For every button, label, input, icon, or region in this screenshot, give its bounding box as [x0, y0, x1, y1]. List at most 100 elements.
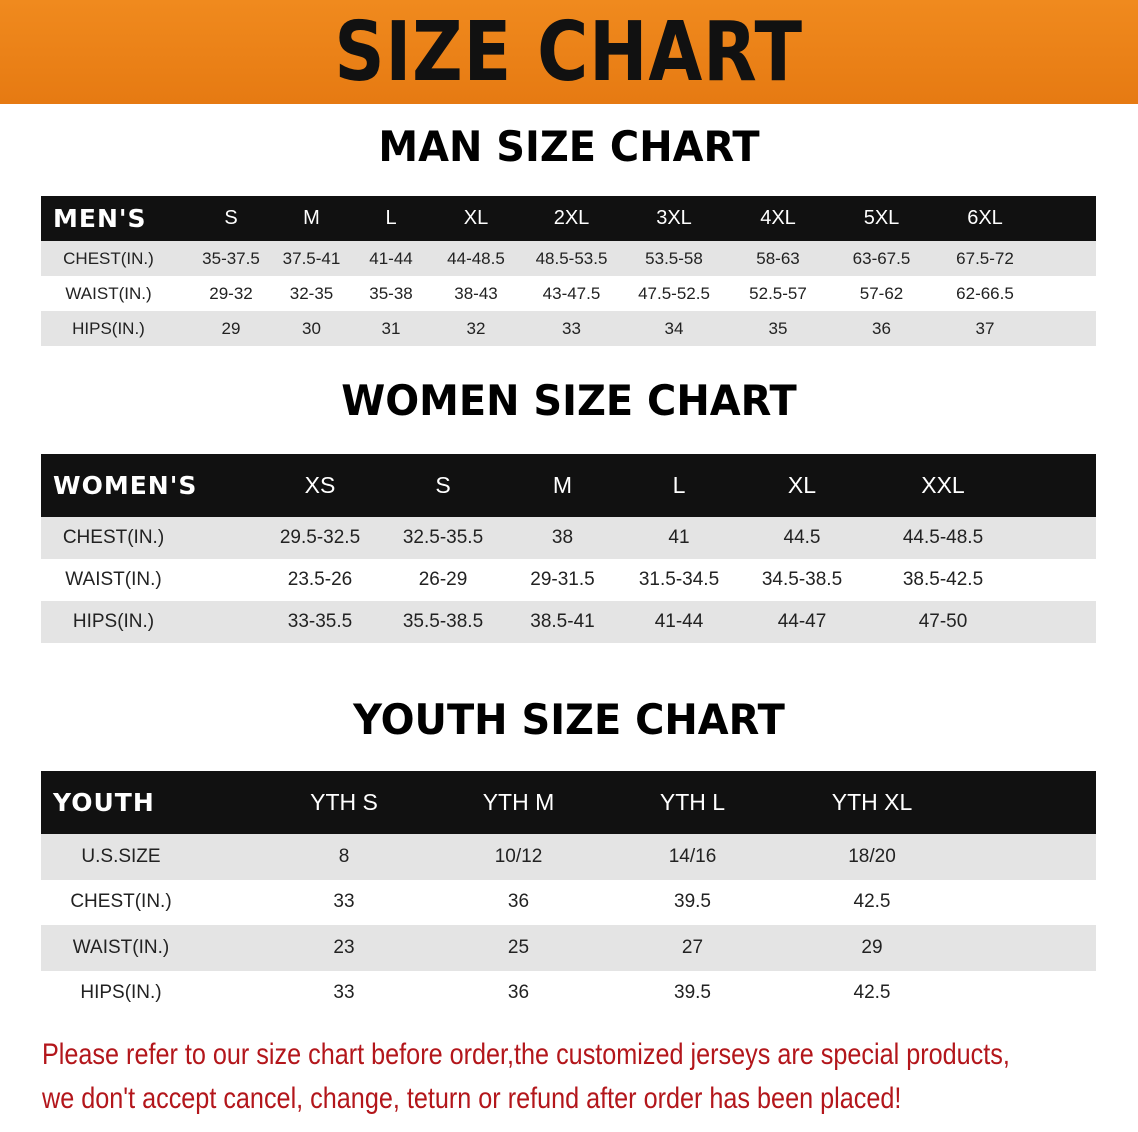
value-cell: 38 [551, 527, 574, 548]
value-cell: 67.5-72 [956, 248, 1014, 268]
size-header-cell: 5XL [863, 207, 900, 229]
size-header-cell: L [672, 472, 686, 498]
value-cell: 47.5-52.5 [638, 283, 710, 303]
value-cell: 39.5 [674, 982, 711, 1004]
men-section-title: MAN SIZE CHART [378, 122, 760, 171]
table-row: HIPS(IN.) 33 36 39.5 42.5 [41, 970, 1096, 1016]
value-cell: 33 [562, 318, 581, 338]
value-cell: 8 [338, 845, 350, 867]
size-header-cell: XL [787, 472, 817, 498]
value-cell: 43-47.5 [542, 283, 601, 303]
value-cell: 58-63 [756, 248, 800, 268]
value-cell: 18/20 [848, 845, 896, 867]
value-cell: 33 [333, 891, 355, 913]
size-header-cell: XL [463, 207, 489, 229]
size-header-cell: M [552, 472, 573, 498]
value-cell: 23.5-26 [287, 569, 353, 590]
table-row: U.S.SIZE 8 10/12 14/16 18/20 [41, 834, 1096, 880]
row-label: WAIST(IN.) [65, 569, 162, 590]
table-title-cell: YOUTH [53, 788, 155, 817]
table-row: HIPS(IN.) 33-35.5 35.5-38.5 38.5-41 41-44 44-… [41, 601, 1096, 643]
table-row: WAIST(IN.) 23 25 27 29 [41, 925, 1096, 971]
value-cell: 44.5-48.5 [902, 527, 984, 548]
value-cell: 10/12 [494, 845, 543, 867]
size-header-cell: 6XL [967, 207, 1003, 229]
row-label: HIPS(IN.) [80, 982, 162, 1004]
women-size-table: WOMEN'S XS S M L XL XXL CHEST(IN.) 29.5-32.5 32.5… [41, 454, 1096, 643]
value-cell: 30 [302, 318, 321, 338]
women-header-row: WOMEN'S XS S M L XL XXL [41, 454, 1096, 517]
value-cell: 44-48.5 [447, 248, 505, 268]
table-row: HIPS(IN.) 29 30 31 32 33 34 35 36 37 [41, 311, 1096, 346]
value-cell: 41-44 [654, 611, 704, 632]
notice-line-1: Please refer to our size chart before or… [42, 1038, 1010, 1071]
row-label: HIPS(IN.) [72, 611, 155, 632]
men-header-row: MEN'S S M L XL 2XL 3XL 4XL 5XL 6XL [41, 196, 1096, 241]
size-header-cell: YTH S [310, 789, 378, 815]
value-cell: 26-29 [418, 569, 468, 590]
youth-size-table: YOUTH YTH S YTH M YTH L YTH XL U.S.SIZE 8 10/12… [41, 771, 1096, 1016]
value-cell: 36 [507, 891, 530, 913]
value-cell: 47-50 [918, 611, 968, 632]
table-row: CHEST(IN.) 29.5-32.5 32.5-35.5 38 41 44.5 44.5… [41, 517, 1096, 559]
row-label: CHEST(IN.) [63, 248, 154, 268]
table-row: CHEST(IN.) 35-37.5 37.5-41 41-44 44-48.5 48.5… [41, 241, 1096, 276]
value-cell: 14/16 [668, 845, 717, 867]
value-cell: 39.5 [674, 891, 711, 913]
value-cell: 34.5-38.5 [761, 569, 843, 590]
youth-header-row: YOUTH YTH S YTH M YTH L YTH XL [41, 771, 1096, 834]
table-title-cell: WOMEN'S [53, 471, 198, 500]
size-header-cell: M [303, 207, 320, 229]
row-label: WAIST(IN.) [65, 283, 152, 303]
row-label: CHEST(IN.) [70, 891, 172, 913]
row-label: HIPS(IN.) [72, 318, 145, 338]
value-cell: 33-35.5 [287, 611, 353, 632]
youth-section-title: YOUTH SIZE CHART [353, 695, 785, 744]
value-cell: 32.5-35.5 [402, 527, 484, 548]
size-header-cell: YTH L [659, 789, 726, 815]
value-cell: 36 [507, 982, 530, 1004]
value-cell: 37 [975, 318, 995, 338]
value-cell: 44.5 [783, 527, 821, 548]
value-cell: 29 [861, 936, 883, 958]
value-cell: 38.5-41 [530, 611, 595, 632]
value-cell: 34 [664, 318, 684, 338]
value-cell: 35 [768, 318, 788, 338]
size-header-cell: L [385, 207, 397, 229]
size-header-cell: YTH M [482, 789, 555, 815]
value-cell: 35.5-38.5 [402, 611, 484, 632]
value-cell: 53.5-58 [645, 248, 703, 268]
value-cell: 31.5-34.5 [638, 569, 720, 590]
value-cell: 42.5 [853, 982, 891, 1004]
value-cell: 32 [466, 318, 486, 338]
table-row: CHEST(IN.) 33 36 39.5 42.5 [41, 879, 1096, 925]
row-label: WAIST(IN.) [72, 936, 170, 958]
size-header-cell: YTH XL [831, 789, 913, 815]
value-cell: 29-32 [209, 283, 253, 303]
size-header-cell: 4XL [760, 207, 796, 229]
value-cell: 41-44 [369, 248, 413, 268]
women-section-title: WOMEN SIZE CHART [341, 376, 797, 425]
value-cell: 29 [221, 318, 241, 338]
value-cell: 37.5-41 [282, 248, 341, 268]
row-label: U.S.SIZE [81, 845, 161, 867]
men-size-table: MEN'S S M L XL 2XL 3XL 4XL 5XL 6XL CHEST(IN.) 35-37… [41, 196, 1096, 346]
value-cell: 27 [681, 936, 704, 958]
size-header-cell: S [224, 207, 238, 229]
size-header-cell: S [435, 472, 451, 498]
value-cell: 44-47 [777, 611, 827, 632]
banner: SIZE CHART [0, 0, 1138, 104]
size-header-cell: 2XL [553, 207, 590, 229]
banner-title: SIZE CHART [334, 4, 804, 100]
row-label: CHEST(IN.) [62, 527, 165, 548]
value-cell: 36 [872, 318, 891, 338]
value-cell: 41 [668, 527, 690, 548]
table-title-cell: MEN'S [53, 204, 147, 233]
table-row: WAIST(IN.) 29-32 32-35 35-38 38-43 43-47.5 47.… [41, 276, 1096, 311]
value-cell: 38.5-42.5 [902, 569, 984, 590]
value-cell: 29-31.5 [530, 569, 595, 590]
size-header-cell: 3XL [656, 207, 692, 229]
value-cell: 57-62 [859, 283, 904, 303]
value-cell: 35-37.5 [202, 248, 260, 268]
value-cell: 38-43 [454, 283, 498, 303]
